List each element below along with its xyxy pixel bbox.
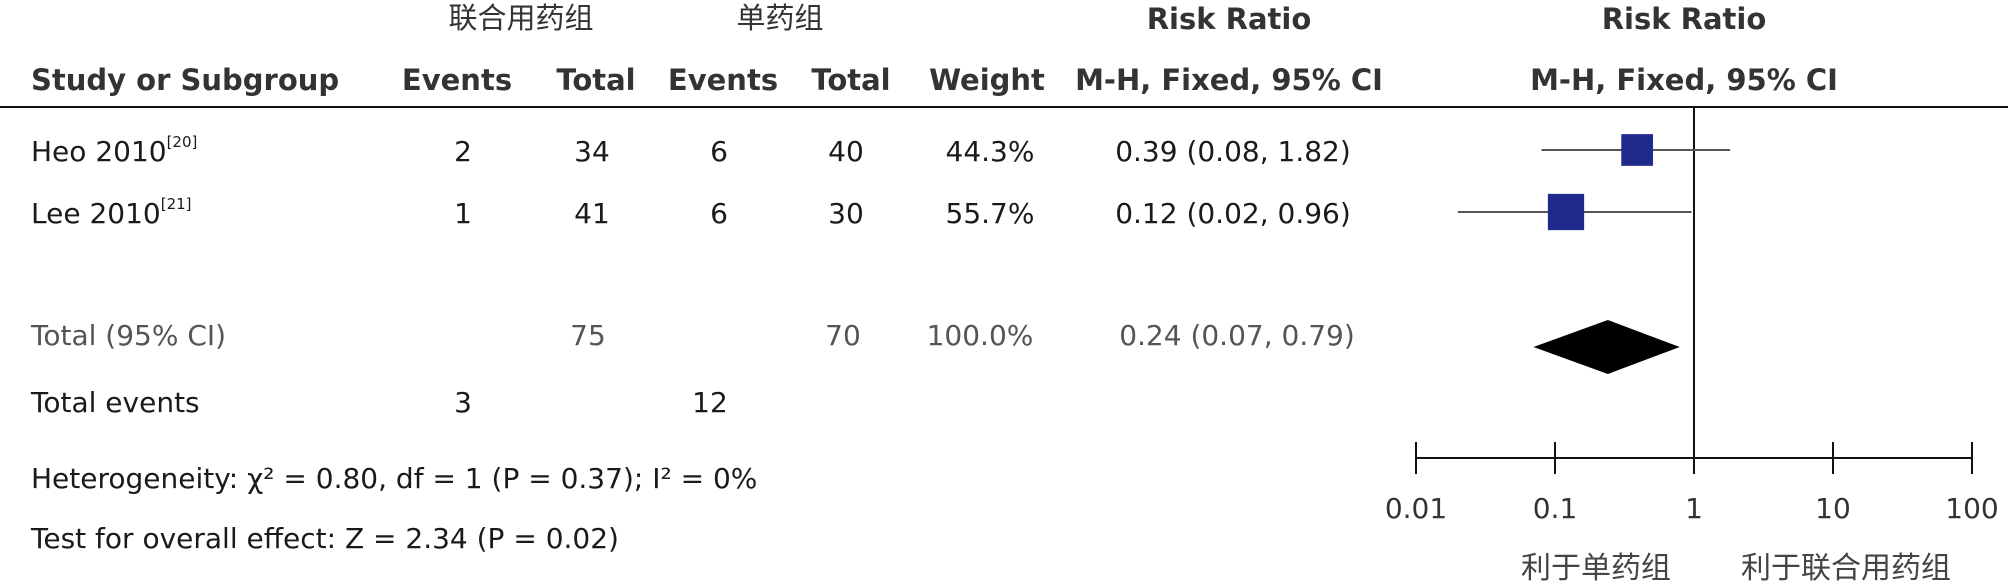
events2-cell: 6 xyxy=(710,197,728,230)
x-tick-label: 0.01 xyxy=(1385,492,1447,525)
heterogeneity-stat: Heterogeneity: χ² = 0.80, df = 1 (P = 0.… xyxy=(31,462,758,495)
study-reference: [21] xyxy=(160,195,192,213)
study-column-header: Study or Subgroup xyxy=(31,63,340,97)
study-reference: [20] xyxy=(166,133,198,151)
weight-cell: 44.3% xyxy=(945,135,1035,168)
total1-column-header: Total xyxy=(556,63,636,97)
total-weight: 100.0% xyxy=(926,319,1034,352)
risk-ratio-cell: 0.39 (0.08, 1.82) xyxy=(1115,135,1351,168)
events2-cell: 6 xyxy=(710,135,728,168)
events1-column-header: Events xyxy=(401,63,513,97)
study-name: Heo 2010[20] xyxy=(31,135,197,168)
total-events1: 3 xyxy=(454,386,472,419)
header-rule xyxy=(0,106,2008,108)
events2-column-header: Events xyxy=(667,63,779,97)
x-tick-label: 100 xyxy=(1945,492,1998,525)
study-name: Lee 2010[21] xyxy=(31,197,192,230)
group-combo-header: 联合用药组 xyxy=(448,1,594,35)
total2-sum: 70 xyxy=(825,319,861,352)
total2-cell: 40 xyxy=(828,135,864,168)
method-plot-header: M-H, Fixed, 95% CI xyxy=(1530,63,1838,97)
group-single-header: 单药组 xyxy=(736,1,824,35)
overall-effect-stat: Test for overall effect: Z = 2.34 (P = 0… xyxy=(31,522,619,555)
total1-sum: 75 xyxy=(570,319,606,352)
risk-ratio-cell: 0.12 (0.02, 0.96) xyxy=(1115,197,1351,230)
weight-cell: 55.7% xyxy=(945,197,1035,230)
risk-ratio-plot-header: Risk Ratio xyxy=(1601,2,1767,36)
total-events2: 12 xyxy=(692,386,728,419)
total2-cell: 30 xyxy=(828,197,864,230)
study-marker xyxy=(1547,193,1585,231)
favours-right-label: 利于联合用药组 xyxy=(1741,551,1951,581)
study-label: Heo 2010 xyxy=(31,135,167,168)
total1-cell: 41 xyxy=(574,197,610,230)
risk-ratio-header: Risk Ratio xyxy=(1146,2,1312,36)
events1-cell: 1 xyxy=(454,197,472,230)
favours-left-label: 利于单药组 xyxy=(1521,551,1671,581)
study-marker xyxy=(1621,134,1654,166)
x-tick-label: 1 xyxy=(1685,492,1703,525)
study-label: Lee 2010 xyxy=(31,197,161,230)
total1-cell: 34 xyxy=(574,135,610,168)
x-tick-label: 10 xyxy=(1815,492,1851,525)
total-label: Total (95% CI) xyxy=(31,319,227,352)
total-risk-ratio: 0.24 (0.07, 0.79) xyxy=(1119,319,1355,352)
method-column-header: M-H, Fixed, 95% CI xyxy=(1075,63,1383,97)
weight-column-header: Weight xyxy=(929,63,1045,97)
pooled-diamond xyxy=(1533,320,1680,374)
events1-cell: 2 xyxy=(454,135,472,168)
total2-column-header: Total xyxy=(811,63,891,97)
x-tick-label: 0.1 xyxy=(1533,492,1578,525)
total-events-label: Total events xyxy=(31,386,200,419)
